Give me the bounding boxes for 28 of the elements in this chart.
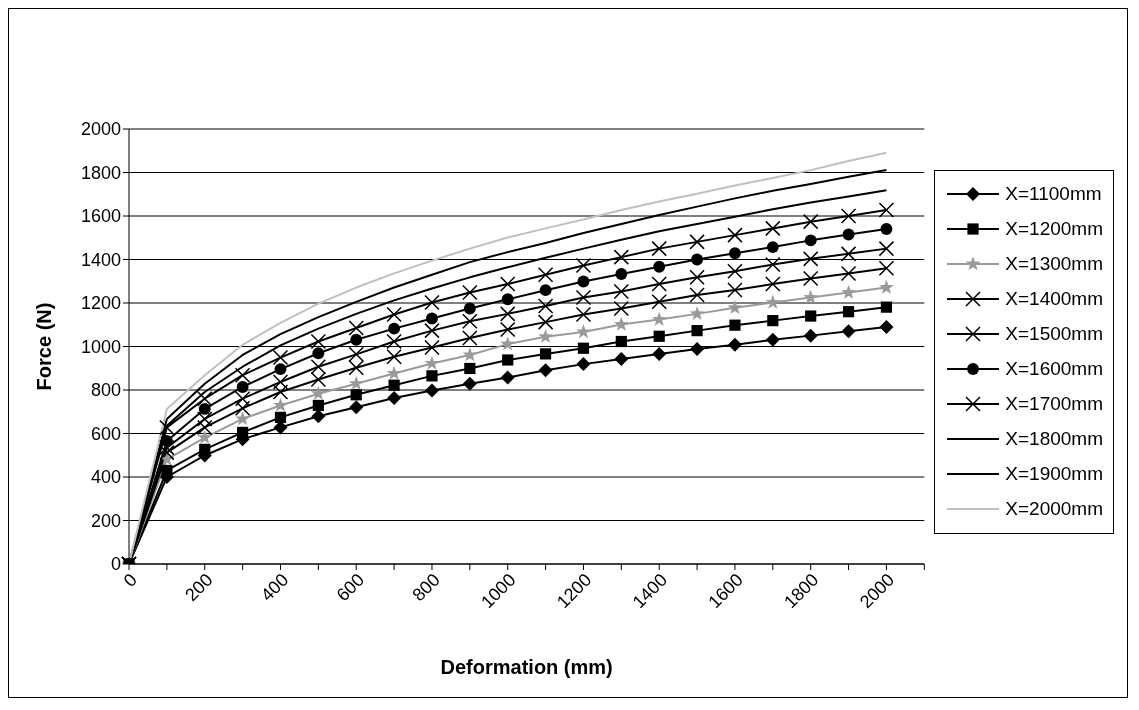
legend-label: X=1600mm xyxy=(1005,358,1103,380)
y-tick-label: 1600 xyxy=(80,206,121,227)
x-tick-label: 400 xyxy=(256,569,293,606)
y-tick-label: 1800 xyxy=(80,162,121,183)
y-tick-label: 800 xyxy=(90,380,121,401)
x-tick-label: 200 xyxy=(181,569,217,606)
y-tick-label: 600 xyxy=(90,423,121,444)
legend-label: X=1500mm xyxy=(1005,323,1103,345)
legend-label: X=1200mm xyxy=(1005,218,1103,240)
legend-label: X=1800mm xyxy=(1005,428,1103,450)
y-tick-label: 1200 xyxy=(80,293,121,314)
x-tick-label: 0 xyxy=(119,569,141,591)
legend-label: X=1700mm xyxy=(1005,393,1103,415)
legend-label: X=1300mm xyxy=(1005,253,1103,275)
y-axis-title: Force (N) xyxy=(33,302,56,391)
x-tick-label: 600 xyxy=(332,569,369,606)
legend-label: X=2000mm xyxy=(1005,498,1103,520)
legend-label: X=1900mm xyxy=(1005,463,1103,485)
y-tick-label: 400 xyxy=(90,467,121,488)
y-tick-label: 1000 xyxy=(80,336,121,357)
legend-label: X=1400mm xyxy=(1005,288,1103,310)
legend-label: X=1100mm xyxy=(1005,183,1102,205)
y-tick-label: 200 xyxy=(90,510,121,531)
y-tick-label: 2000 xyxy=(80,119,121,140)
y-tick-label: 0 xyxy=(110,554,121,575)
y-tick-label: 1400 xyxy=(80,249,121,270)
x-tick-label: 800 xyxy=(408,569,444,606)
x-axis-title: Deformation (mm) xyxy=(440,656,613,678)
